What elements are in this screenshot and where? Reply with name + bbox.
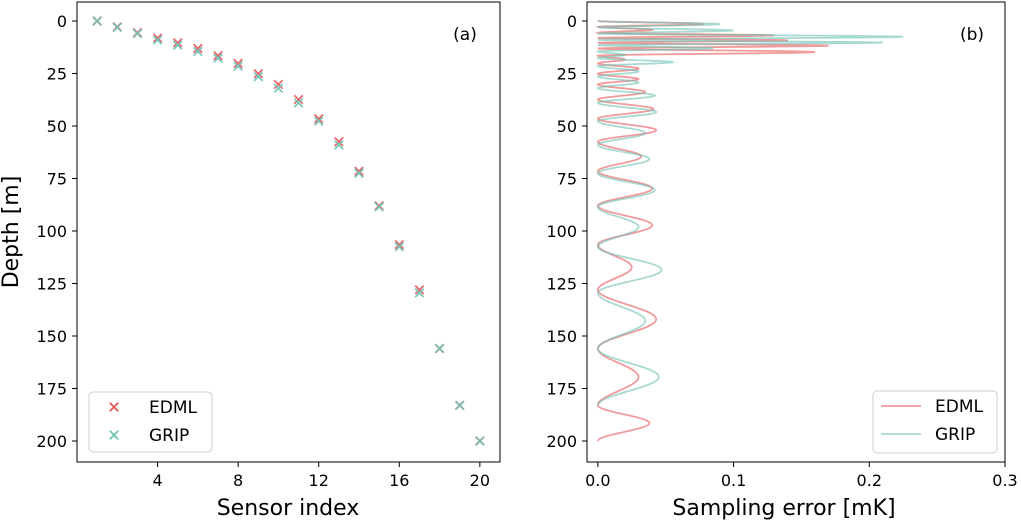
y-tick-label: 200 [36, 432, 67, 451]
panel-a-x-axis-label: Sensor index [217, 496, 360, 521]
scatter-point-edml [313, 113, 324, 124]
scatter-point-edml [213, 50, 223, 61]
scatter-point-edml [414, 284, 425, 295]
y-tick-label: 0 [57, 12, 67, 31]
panel-b-label: (b) [960, 25, 984, 45]
legend-label-grip-b: GRIP [935, 425, 975, 445]
scatter-point-grip [253, 71, 264, 82]
y-tick-label: 150 [546, 327, 577, 346]
panel-a-y-ticks: 0 25 50 75 100 125 150 175 200 [36, 12, 77, 451]
scatter-point-edml [233, 58, 243, 69]
panel-a-label: (a) [453, 25, 477, 45]
scatter-point-grip [454, 400, 465, 411]
panel-a-x-ticks: 4 8 12 16 20 [152, 462, 490, 490]
x-tick-label: 0.0 [585, 471, 610, 490]
y-tick-label: 125 [36, 275, 67, 294]
legend-label-edml: EDML [149, 398, 197, 418]
legend-x-edml [109, 402, 119, 412]
y-tick-label: 125 [546, 275, 577, 294]
scatter-point-edml [334, 136, 344, 147]
y-tick-label: 25 [557, 65, 577, 84]
x-tick-label: 4 [152, 471, 162, 490]
error-curve-grip [596, 20, 904, 406]
scatter-point-grip [92, 16, 102, 26]
scatter-point-grip [434, 343, 445, 354]
scatter-point-edml [293, 94, 304, 105]
scatter-point-edml [354, 166, 364, 176]
y-tick-label: 0 [567, 12, 577, 31]
legend-x-grip [109, 430, 119, 440]
x-tick-label: 0.1 [721, 471, 746, 490]
scatter-point-grip [293, 98, 304, 108]
panel-a-frame [76, 1, 501, 463]
x-tick-label: 12 [309, 471, 329, 490]
y-tick-label: 75 [47, 170, 67, 189]
panel-b-legend: EDML GRIP [872, 390, 998, 454]
y-tick-label: 25 [47, 65, 67, 84]
legend-marker-grip [109, 430, 119, 440]
panel-b-frame [586, 1, 1006, 463]
scatter-point-grip [233, 61, 243, 71]
panel-a-scatter: 4 8 12 16 20 0 25 50 75 100 125 150 175 200 (a) Sens… [0, 1, 501, 521]
y-tick-label: 175 [36, 380, 67, 399]
scatter-point-edml [152, 33, 163, 43]
scatter-point-grip [414, 288, 425, 298]
panel-a-legend-box [88, 391, 213, 453]
legend-label-edml-b: EDML [935, 397, 983, 417]
panel-b-x-ticks: 0.0 0.1 0.2 0.3 [585, 462, 1018, 490]
panel-a-y-axis-label: Depth [m] [0, 176, 24, 289]
scatter-point-grip [354, 168, 364, 179]
panel-a-marks [92, 16, 485, 446]
scatter-point-edml [172, 38, 183, 48]
scatter-point-grip [394, 241, 405, 252]
scatter-point-grip [152, 35, 163, 45]
x-tick-label: 0.2 [857, 471, 882, 490]
scatter-point-edml [273, 79, 284, 90]
y-tick-label: 75 [557, 170, 577, 189]
y-tick-label: 150 [36, 327, 67, 346]
y-tick-label: 100 [546, 222, 577, 241]
panel-b-x-axis-label: Sampling error [mK] [672, 496, 895, 521]
scatter-point-grip [313, 116, 324, 127]
x-tick-label: 16 [389, 471, 409, 490]
y-tick-label: 175 [546, 380, 577, 399]
scatter-point-grip [475, 436, 485, 446]
y-tick-label: 50 [557, 117, 577, 136]
scatter-point-edml [193, 43, 203, 54]
x-tick-label: 0.3 [992, 471, 1017, 490]
y-tick-label: 100 [36, 222, 67, 241]
scatter-point-grip [132, 28, 143, 39]
scatter-point-grip [193, 46, 203, 57]
scatter-point-grip [374, 202, 384, 212]
scatter-point-grip [112, 22, 123, 33]
x-tick-label: 20 [470, 471, 490, 490]
panel-b-y-ticks: 0 25 50 75 100 125 150 175 200 [546, 12, 587, 451]
scatter-point-grip [273, 83, 284, 94]
legend-marker-edml [109, 402, 119, 412]
scatter-point-edml [253, 68, 264, 79]
legend-label-grip: GRIP [149, 426, 189, 446]
panel-a-legend: EDML GRIP [88, 391, 213, 453]
scatter-point-grip [334, 140, 344, 150]
scatter-point-grip [213, 53, 223, 64]
panel-b-marks [594, 20, 904, 442]
scatter-point-edml [394, 239, 405, 250]
x-tick-label: 8 [233, 471, 243, 490]
scatter-point-grip [172, 40, 183, 50]
y-tick-label: 50 [47, 117, 67, 136]
y-tick-label: 200 [546, 432, 577, 451]
